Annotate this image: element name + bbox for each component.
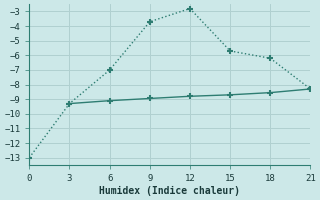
X-axis label: Humidex (Indice chaleur): Humidex (Indice chaleur) — [100, 186, 240, 196]
